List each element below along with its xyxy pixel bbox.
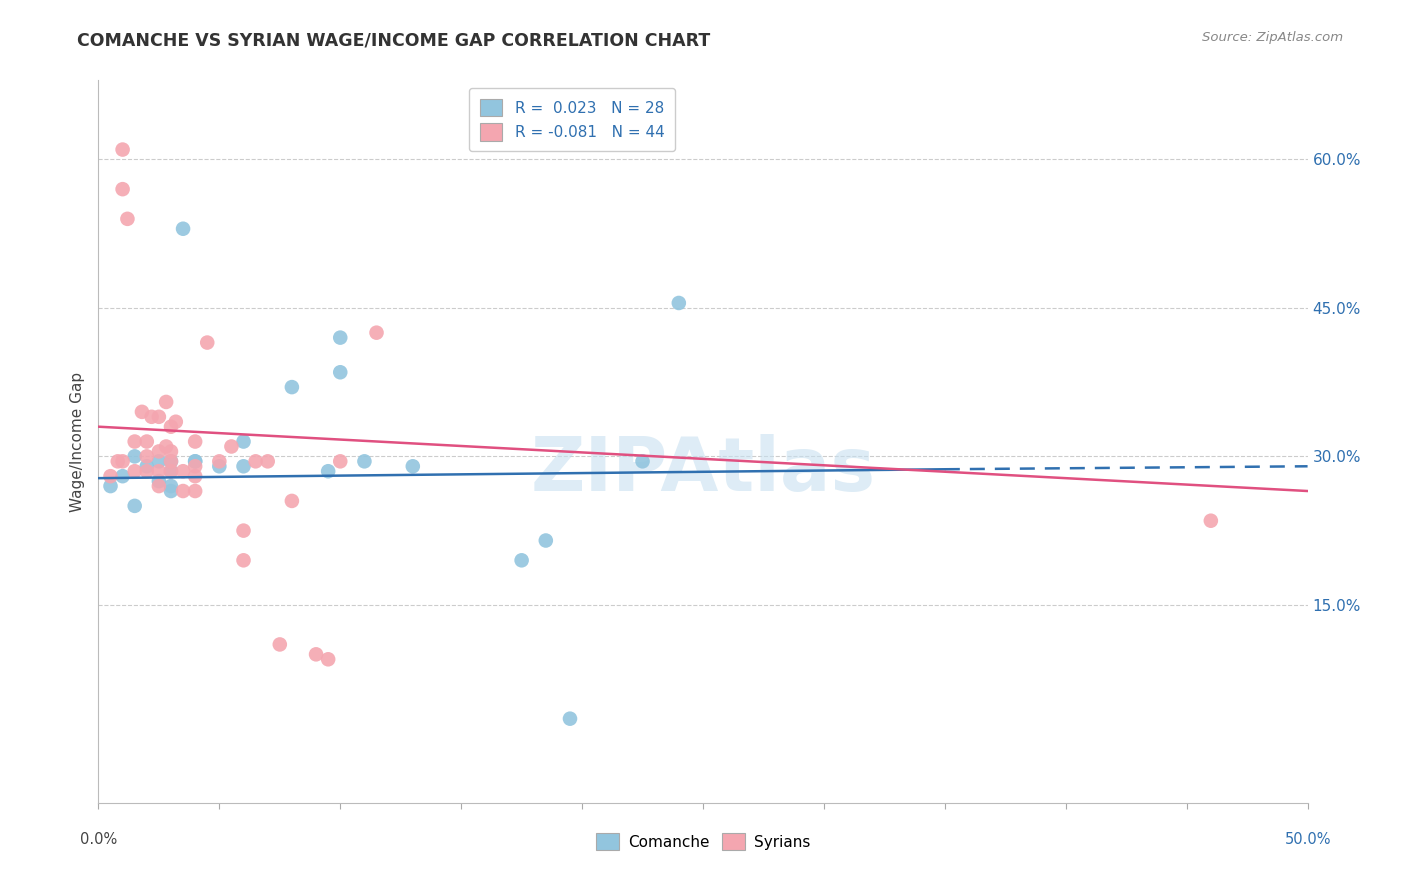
Point bbox=[329, 365, 352, 379]
Point bbox=[172, 221, 194, 235]
Text: 50.0%: 50.0% bbox=[1284, 832, 1331, 847]
Point bbox=[184, 459, 207, 474]
Point bbox=[184, 469, 207, 483]
Point bbox=[148, 454, 170, 468]
Point bbox=[111, 469, 134, 483]
Point bbox=[269, 637, 291, 651]
Point bbox=[160, 419, 183, 434]
Point bbox=[160, 464, 183, 478]
Point bbox=[329, 330, 352, 344]
Point bbox=[208, 454, 231, 468]
Point bbox=[232, 459, 254, 474]
Point bbox=[148, 464, 170, 478]
Point bbox=[100, 479, 122, 493]
Point bbox=[135, 450, 157, 464]
Point bbox=[184, 454, 207, 468]
Point bbox=[135, 459, 157, 474]
Point bbox=[160, 444, 183, 458]
Point bbox=[160, 464, 183, 478]
Point bbox=[281, 380, 304, 394]
Point bbox=[195, 335, 218, 350]
Point bbox=[366, 326, 388, 340]
Point bbox=[148, 409, 170, 424]
Point bbox=[631, 454, 654, 468]
Point bbox=[534, 533, 557, 548]
Point bbox=[155, 395, 177, 409]
Point bbox=[148, 444, 170, 458]
Text: Source: ZipAtlas.com: Source: ZipAtlas.com bbox=[1202, 31, 1343, 45]
Point bbox=[232, 553, 254, 567]
Point bbox=[281, 494, 304, 508]
Point bbox=[232, 524, 254, 538]
Point bbox=[184, 434, 207, 449]
Point bbox=[124, 464, 146, 478]
Point bbox=[172, 483, 194, 498]
Point bbox=[305, 648, 328, 662]
Point bbox=[184, 454, 207, 468]
Point bbox=[141, 409, 163, 424]
Point bbox=[353, 454, 375, 468]
Point bbox=[148, 474, 170, 488]
Point bbox=[558, 712, 581, 726]
Point bbox=[124, 499, 146, 513]
Point bbox=[124, 434, 146, 449]
Point bbox=[245, 454, 267, 468]
Point bbox=[208, 459, 231, 474]
Point bbox=[111, 182, 134, 196]
Point bbox=[1199, 514, 1222, 528]
Y-axis label: Wage/Income Gap: Wage/Income Gap bbox=[69, 371, 84, 512]
Point bbox=[135, 434, 157, 449]
Point bbox=[402, 459, 425, 474]
Point bbox=[135, 464, 157, 478]
Point bbox=[172, 464, 194, 478]
Point bbox=[117, 211, 139, 226]
Point bbox=[111, 454, 134, 468]
Point bbox=[100, 469, 122, 483]
Point bbox=[316, 464, 339, 478]
Text: ZIPAtlas: ZIPAtlas bbox=[530, 434, 876, 507]
Point bbox=[184, 483, 207, 498]
Point bbox=[329, 454, 352, 468]
Point bbox=[316, 652, 339, 666]
Point bbox=[510, 553, 533, 567]
Point bbox=[160, 454, 183, 468]
Point bbox=[111, 143, 134, 157]
Point bbox=[160, 483, 183, 498]
Point bbox=[221, 440, 243, 454]
Point bbox=[165, 415, 187, 429]
Point bbox=[160, 479, 183, 493]
Point bbox=[107, 454, 129, 468]
Legend: Comanche, Syrians: Comanche, Syrians bbox=[589, 827, 817, 856]
Point bbox=[124, 450, 146, 464]
Point bbox=[148, 479, 170, 493]
Text: 0.0%: 0.0% bbox=[80, 832, 117, 847]
Point bbox=[131, 405, 153, 419]
Text: COMANCHE VS SYRIAN WAGE/INCOME GAP CORRELATION CHART: COMANCHE VS SYRIAN WAGE/INCOME GAP CORRE… bbox=[77, 31, 710, 49]
Point bbox=[232, 434, 254, 449]
Point bbox=[668, 296, 690, 310]
Point bbox=[256, 454, 278, 468]
Point bbox=[160, 454, 183, 468]
Point bbox=[155, 440, 177, 454]
